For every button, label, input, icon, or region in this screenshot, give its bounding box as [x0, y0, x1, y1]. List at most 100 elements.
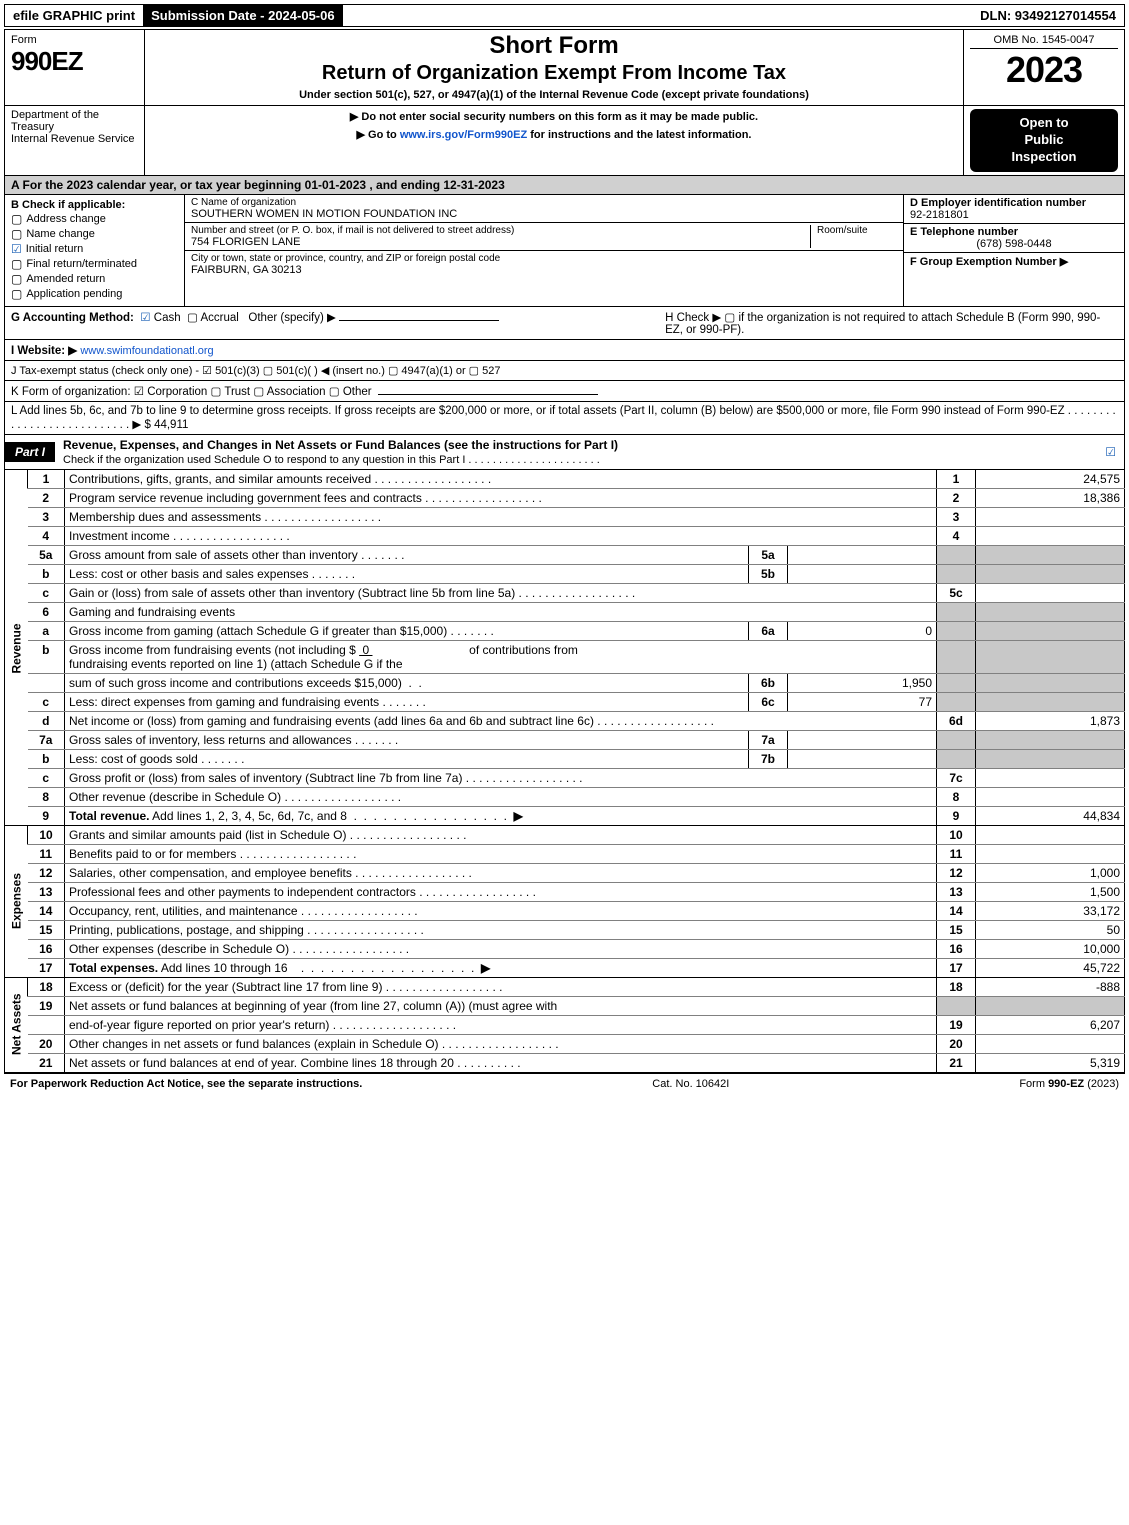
footer: For Paperwork Reduction Act Notice, see …	[4, 1073, 1125, 1094]
line-num-right: 12	[937, 863, 976, 882]
section-j: J Tax-exempt status (check only one) - ☑…	[4, 361, 1125, 381]
table-row: c Gain or (loss) from sale of assets oth…	[5, 583, 1125, 602]
num-col-shaded	[937, 621, 976, 640]
street: 754 FLORIGEN LANE	[191, 236, 802, 248]
check-item-0[interactable]: ▢ Address change	[11, 212, 178, 226]
checkbox-icon[interactable]: ▢	[11, 257, 22, 271]
line-desc: Less: cost of goods sold . . . . . . .	[65, 749, 749, 768]
table-row: c Gross profit or (loss) from sales of i…	[5, 768, 1125, 787]
line-val	[976, 507, 1125, 526]
org-name: SOUTHERN WOMEN IN MOTION FOUNDATION INC	[191, 208, 897, 220]
check-item-4[interactable]: ▢ Amended return	[11, 272, 178, 286]
table-row: 21 Net assets or fund balances at end of…	[5, 1053, 1125, 1072]
checkbox-icon[interactable]: ▢	[11, 287, 22, 301]
netassets-side-label: Net Assets	[5, 977, 28, 1072]
checkbox-icon[interactable]: ☑	[11, 242, 22, 256]
line-desc: Investment income . . . . . . . . . . . …	[65, 526, 937, 545]
ein: 92-2181801	[910, 209, 969, 221]
table-row: 15 Printing, publications, postage, and …	[5, 920, 1125, 939]
sub-label: 7b	[749, 749, 788, 768]
line-num-right: 20	[937, 1034, 976, 1053]
section-l: L Add lines 5b, 6c, and 7b to line 9 to …	[4, 402, 1125, 435]
line-desc: Salaries, other compensation, and employ…	[65, 863, 937, 882]
num-col-shaded	[937, 730, 976, 749]
check-label: Final return/terminated	[26, 258, 137, 270]
part1-header: Part I Revenue, Expenses, and Changes in…	[4, 435, 1125, 470]
line-num: 15	[28, 920, 65, 939]
sub-label: 6a	[749, 621, 788, 640]
irs-link[interactable]: www.irs.gov/Form990EZ	[400, 129, 527, 141]
line-val: 10,000	[976, 939, 1125, 958]
section-def: D Employer identification number 92-2181…	[904, 195, 1124, 306]
check-item-1[interactable]: ▢ Name change	[11, 227, 178, 241]
line-num: 10	[28, 825, 65, 844]
check-item-2[interactable]: ☑ Initial return	[11, 242, 178, 256]
line-num-right: 10	[937, 825, 976, 844]
dln: DLN: 93492127014554	[972, 5, 1124, 26]
line-val: 24,575	[976, 470, 1125, 489]
num-col-shaded	[937, 545, 976, 564]
org-name-label: C Name of organization	[191, 197, 897, 208]
check-item-5[interactable]: ▢ Application pending	[11, 287, 178, 301]
department: Department of the Treasury Internal Reve…	[5, 106, 145, 175]
line-val: 50	[976, 920, 1125, 939]
table-row: 19 Net assets or fund balances at beginn…	[5, 996, 1125, 1015]
submission-date: Submission Date - 2024-05-06	[143, 5, 343, 26]
ein-row: D Employer identification number 92-2181…	[904, 195, 1124, 224]
line-val: 1,000	[976, 863, 1125, 882]
check-item-3[interactable]: ▢ Final return/terminated	[11, 257, 178, 271]
instr2-prefix: ▶ Go to	[357, 129, 400, 141]
expenses-side-label: Expenses	[5, 825, 28, 977]
num-col-shaded	[937, 692, 976, 711]
checkbox-icon[interactable]: ▢	[11, 272, 22, 286]
line-val: -888	[976, 977, 1125, 996]
line-num-right: 4	[937, 526, 976, 545]
table-row: 13 Professional fees and other payments …	[5, 882, 1125, 901]
phone-label: E Telephone number	[910, 226, 1018, 238]
line-num: 16	[28, 939, 65, 958]
check-label: Amended return	[26, 273, 105, 285]
footer-left: For Paperwork Reduction Act Notice, see …	[10, 1078, 362, 1090]
sub-header: Department of the Treasury Internal Reve…	[4, 106, 1125, 176]
table-row: 9 Total revenue. Add lines 1, 2, 3, 4, 5…	[5, 806, 1125, 825]
line-desc: Professional fees and other payments to …	[65, 882, 937, 901]
sub-label: 6c	[749, 692, 788, 711]
cash-checkbox[interactable]: ☑	[140, 312, 150, 324]
sub-label: 7a	[749, 730, 788, 749]
line-desc: Contributions, gifts, grants, and simila…	[65, 470, 937, 489]
line-val	[976, 825, 1125, 844]
efile-print[interactable]: efile GRAPHIC print	[5, 5, 143, 26]
line-num-right: 15	[937, 920, 976, 939]
ein-label: D Employer identification number	[910, 197, 1086, 209]
val-col-shaded	[976, 730, 1125, 749]
part1-title-block: Revenue, Expenses, and Changes in Net As…	[55, 435, 1097, 469]
table-row: a Gross income from gaming (attach Sched…	[5, 621, 1125, 640]
checkbox-icon[interactable]: ▢	[11, 227, 22, 241]
footer-right: Form 990-EZ (2023)	[1019, 1078, 1119, 1090]
website-link[interactable]: www.swimfoundationatl.org	[80, 345, 213, 357]
num-col-shaded	[937, 749, 976, 768]
phone-row: E Telephone number (678) 598-0448	[904, 224, 1124, 253]
line-num: c	[28, 692, 65, 711]
instruction-link-row: ▶ Go to www.irs.gov/Form990EZ for instru…	[151, 127, 957, 145]
checkbox-icon[interactable]: ▢	[11, 212, 22, 226]
line-num: 8	[28, 787, 65, 806]
line-num-right: 2	[937, 488, 976, 507]
table-row: 14 Occupancy, rent, utilities, and maint…	[5, 901, 1125, 920]
table-row: 16 Other expenses (describe in Schedule …	[5, 939, 1125, 958]
section-g: G Accounting Method: ☑ Cash ▢ Accrual Ot…	[11, 310, 645, 336]
line-num-right: 14	[937, 901, 976, 920]
line-desc: Less: direct expenses from gaming and fu…	[65, 692, 749, 711]
part1-check[interactable]: ☑	[1097, 442, 1124, 462]
phone: (678) 598-0448	[910, 238, 1118, 250]
line-val: 1,873	[976, 711, 1125, 730]
table-row: c Less: direct expenses from gaming and …	[5, 692, 1125, 711]
line-desc: Membership dues and assessments . . . . …	[65, 507, 937, 526]
line-val	[976, 526, 1125, 545]
line-num: 4	[28, 526, 65, 545]
badge-open: Open to	[1019, 115, 1068, 130]
sub-val	[788, 545, 937, 564]
val-col-shaded	[976, 749, 1125, 768]
line-val	[976, 583, 1125, 602]
city: FAIRBURN, GA 30213	[191, 264, 897, 276]
